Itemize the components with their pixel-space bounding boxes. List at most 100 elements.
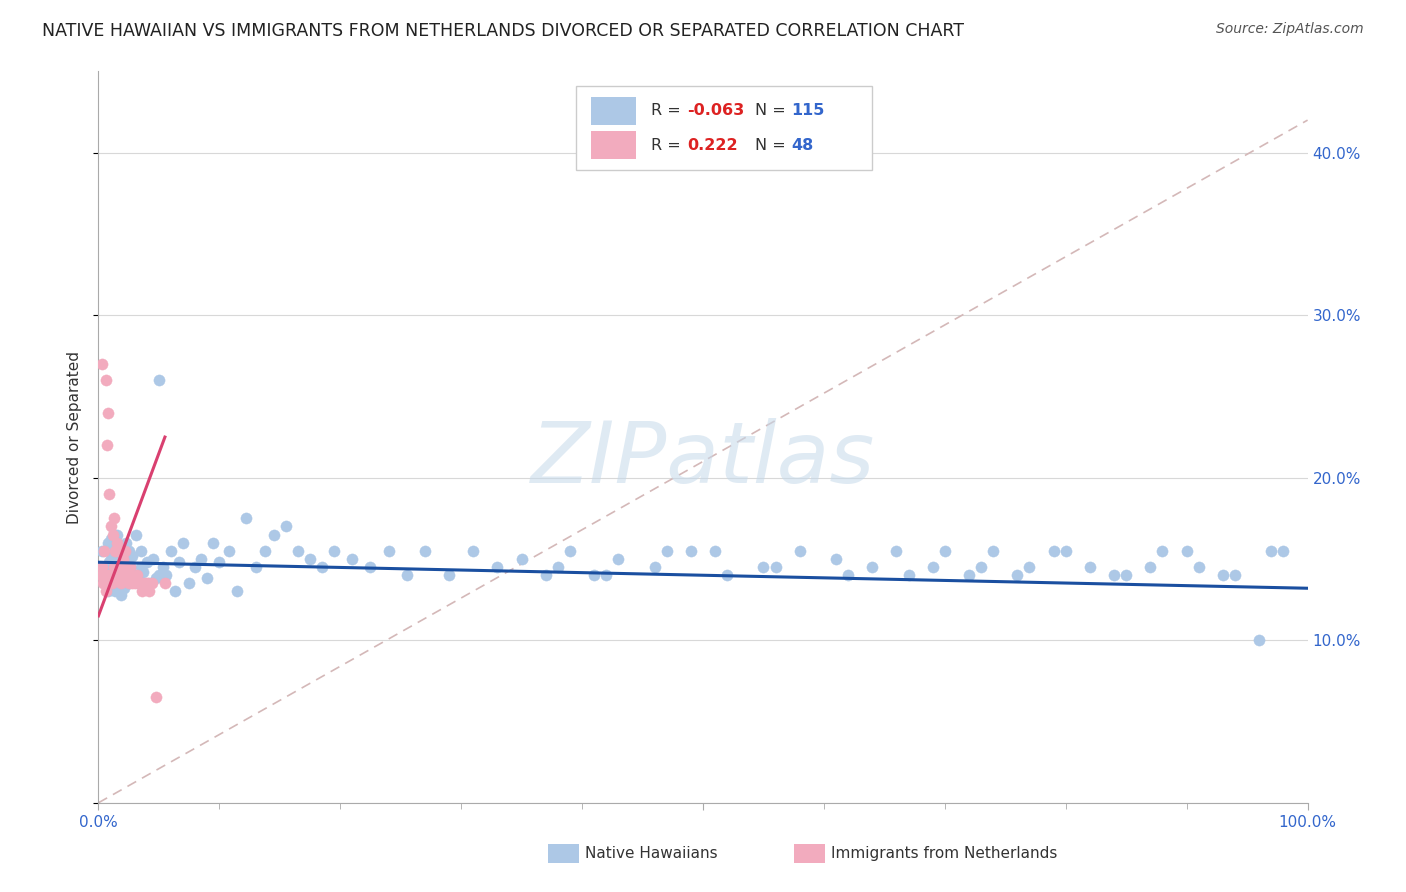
- Point: [98, 487, 121, 501]
- Point: [970, 560, 993, 574]
- Text: NATIVE HAWAIIAN VS IMMIGRANTS FROM NETHERLANDS DIVORCED OR SEPARATED CORRELATION: NATIVE HAWAIIAN VS IMMIGRANTS FROM NETHE…: [42, 22, 965, 40]
- Point: [138, 576, 160, 591]
- Point: [121, 576, 143, 591]
- Point: [108, 544, 131, 558]
- Bar: [591, 131, 637, 159]
- Point: [141, 576, 163, 591]
- Point: [583, 568, 606, 582]
- Point: [145, 690, 167, 705]
- Text: Immigrants from Netherlands: Immigrants from Netherlands: [831, 847, 1057, 861]
- Point: [1188, 560, 1211, 574]
- Text: Source: ZipAtlas.com: Source: ZipAtlas.com: [1216, 22, 1364, 37]
- Text: N =: N =: [755, 137, 790, 153]
- Point: [235, 511, 257, 525]
- Point: [1007, 568, 1029, 582]
- Point: [91, 560, 114, 574]
- Point: [98, 555, 121, 569]
- Point: [1042, 544, 1064, 558]
- Point: [112, 581, 135, 595]
- Point: [111, 552, 134, 566]
- Point: [716, 568, 738, 582]
- Point: [135, 576, 157, 591]
- Point: [100, 552, 122, 566]
- Point: [921, 560, 943, 574]
- Point: [1175, 544, 1198, 558]
- Point: [91, 576, 114, 591]
- Text: R =: R =: [651, 103, 686, 119]
- Point: [96, 576, 118, 591]
- Point: [886, 544, 908, 558]
- Point: [163, 584, 186, 599]
- Point: [114, 544, 136, 558]
- Point: [145, 572, 167, 586]
- Point: [547, 560, 569, 574]
- Point: [226, 584, 249, 599]
- Point: [118, 544, 141, 558]
- Point: [135, 555, 157, 569]
- Point: [93, 544, 115, 558]
- Point: [153, 576, 176, 591]
- Point: [134, 576, 156, 591]
- Text: ZIPatlas: ZIPatlas: [531, 417, 875, 500]
- Point: [169, 555, 191, 569]
- Point: [172, 535, 194, 549]
- Point: [100, 576, 122, 591]
- Point: [299, 552, 322, 566]
- Point: [115, 568, 138, 582]
- Point: [395, 568, 418, 582]
- Point: [118, 576, 141, 591]
- Point: [104, 544, 127, 558]
- Point: [1078, 560, 1101, 574]
- Point: [105, 560, 128, 574]
- FancyBboxPatch shape: [576, 86, 872, 170]
- Point: [93, 560, 115, 574]
- Point: [97, 535, 120, 549]
- Point: [190, 552, 212, 566]
- Point: [94, 584, 117, 599]
- Point: [825, 552, 848, 566]
- Point: [96, 438, 118, 452]
- Point: [360, 560, 382, 574]
- Point: [93, 568, 115, 582]
- Point: [100, 568, 122, 582]
- Point: [1115, 568, 1137, 582]
- Point: [129, 544, 152, 558]
- Text: 115: 115: [792, 103, 825, 119]
- Point: [218, 544, 240, 558]
- Point: [129, 560, 152, 574]
- Point: [287, 544, 309, 558]
- Point: [127, 576, 149, 591]
- Text: -0.063: -0.063: [688, 103, 745, 119]
- Point: [108, 568, 131, 582]
- Point: [105, 568, 128, 582]
- Point: [121, 549, 143, 563]
- Point: [91, 357, 114, 371]
- Point: [111, 568, 134, 582]
- Point: [107, 544, 129, 558]
- Point: [1212, 568, 1234, 582]
- Point: [138, 584, 160, 599]
- Point: [202, 535, 225, 549]
- Point: [98, 576, 121, 591]
- Point: [115, 535, 138, 549]
- Point: [1152, 544, 1174, 558]
- Point: [655, 544, 678, 558]
- Point: [91, 544, 114, 558]
- Text: 0.222: 0.222: [688, 137, 738, 153]
- Point: [486, 560, 509, 574]
- Point: [463, 544, 485, 558]
- Point: [132, 565, 155, 579]
- Point: [108, 552, 131, 566]
- Point: [934, 544, 956, 558]
- Point: [127, 568, 149, 582]
- Point: [104, 584, 127, 599]
- Point: [1260, 544, 1282, 558]
- Point: [311, 560, 333, 574]
- Y-axis label: Divorced or Separated: Divorced or Separated: [67, 351, 83, 524]
- Point: [534, 568, 557, 582]
- Text: 48: 48: [792, 137, 814, 153]
- Point: [108, 560, 131, 574]
- Text: N =: N =: [755, 103, 790, 119]
- Point: [245, 560, 267, 574]
- Point: [103, 511, 125, 525]
